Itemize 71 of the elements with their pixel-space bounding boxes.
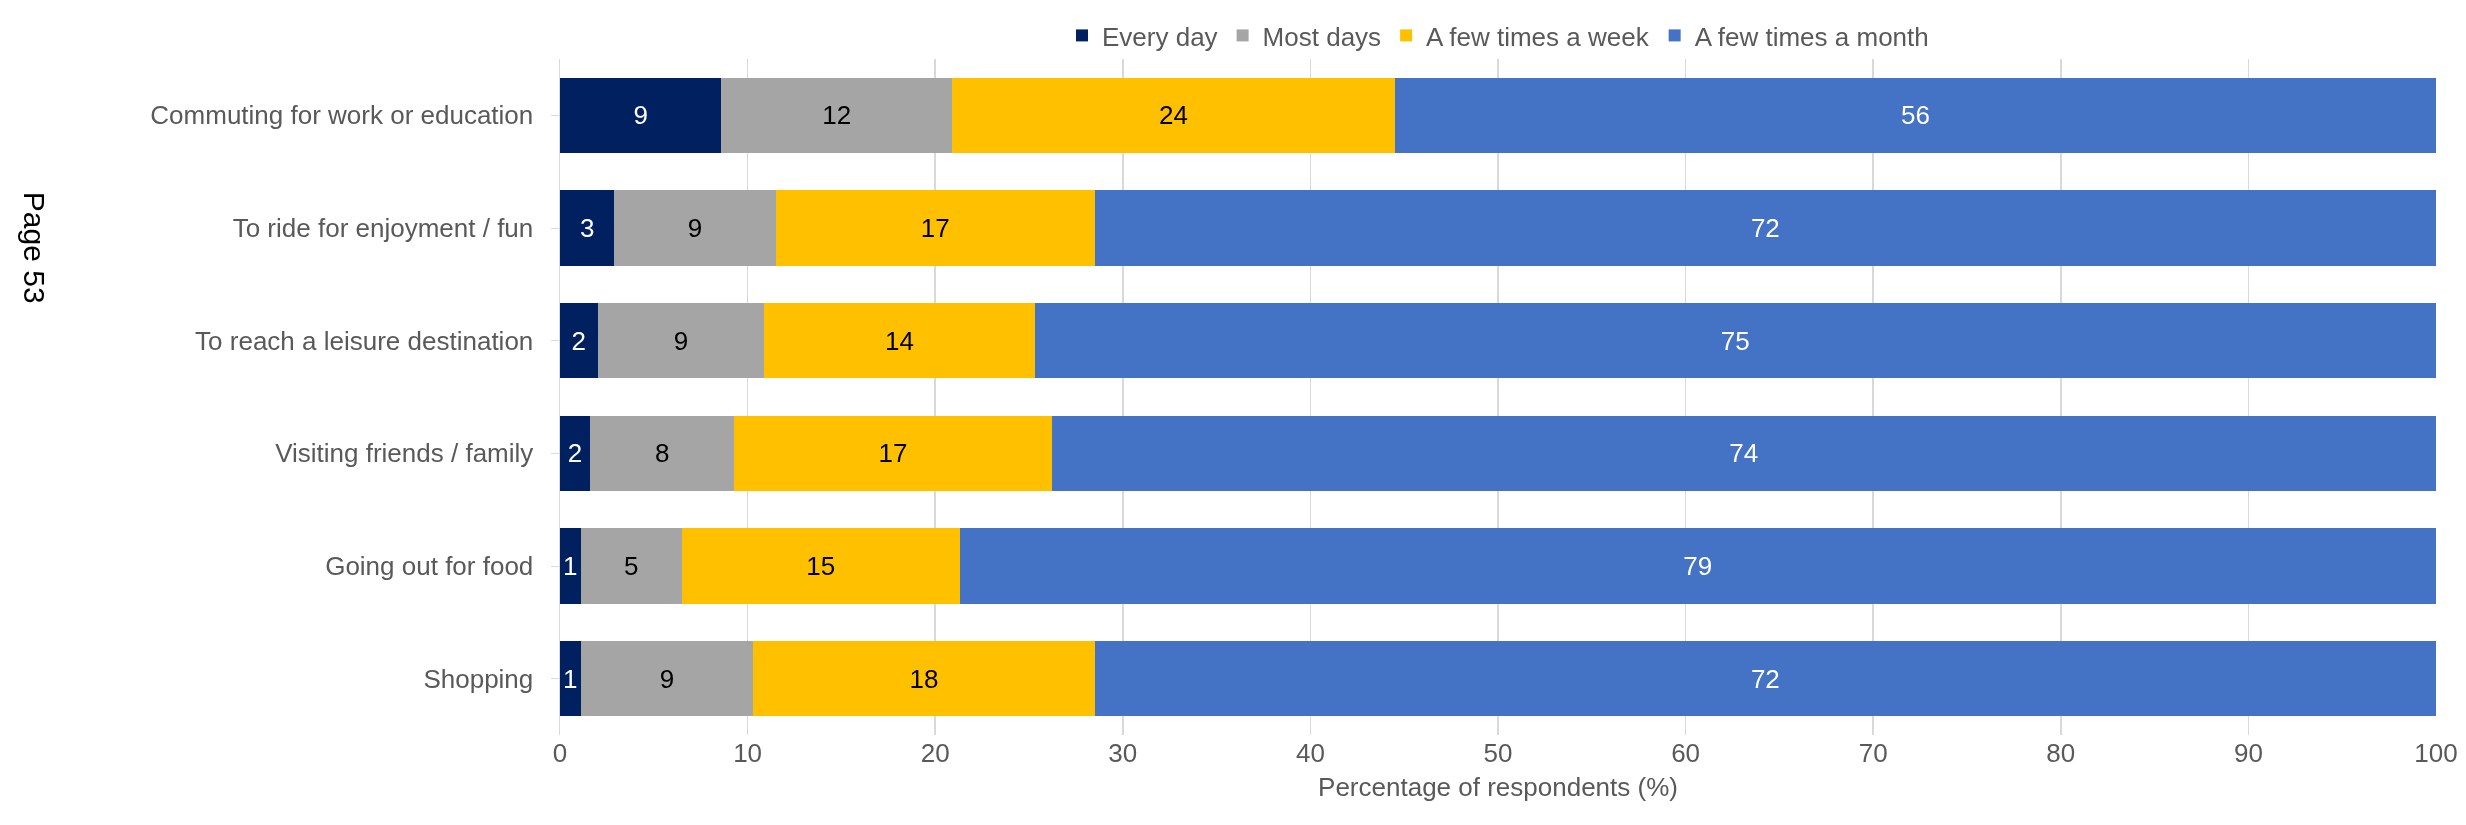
data-label: 18 (909, 663, 939, 694)
x-tick-label: 40 (1295, 738, 1325, 768)
bar (580, 640, 754, 717)
x-tick-label: 0 (552, 738, 568, 768)
data-label: 56 (1900, 100, 1930, 131)
y-tick-label: Going out for food (325, 551, 534, 582)
data-label: 79 (1683, 551, 1713, 581)
bar (775, 190, 1095, 266)
x-tick-label: 100 (2414, 738, 2458, 768)
bar (959, 528, 2436, 604)
data-label: 72 (1750, 663, 1780, 694)
x-tick-label: 30 (1108, 738, 1138, 768)
bar (614, 190, 776, 266)
data-label: 17 (878, 438, 908, 469)
data-label: 9 (687, 213, 703, 243)
legend-label: Most days (1262, 21, 1382, 52)
data-label: 9 (633, 100, 648, 131)
x-tick-label: 50 (1483, 738, 1513, 768)
data-label: 17 (920, 213, 950, 243)
bar (764, 302, 1035, 379)
bar (560, 77, 722, 154)
data-label: 5 (624, 551, 639, 581)
text: Page 53 (17, 191, 51, 304)
bar (1094, 640, 2436, 717)
x-tick-label: 90 (2233, 738, 2263, 768)
x-tick-label: 20 (920, 738, 950, 768)
data-label: 1 (563, 551, 578, 581)
bar (1034, 302, 2436, 379)
data-label: 72 (1750, 213, 1780, 243)
data-label: 24 (1158, 100, 1188, 131)
data-label: 12 (822, 100, 852, 131)
x-axis-title: Percentage of respondents (%) (1318, 771, 1678, 802)
data-label: 2 (571, 325, 586, 356)
legend-label: A few times a week (1426, 21, 1650, 52)
x-tick-label: 80 (2046, 738, 2076, 768)
bar (560, 640, 581, 717)
bar (952, 77, 1395, 154)
bar (734, 415, 1052, 492)
bar (1051, 415, 2436, 492)
bar (560, 190, 615, 266)
bar (1394, 77, 2436, 154)
y-tick-label: Visiting friends / family (275, 438, 534, 469)
bar (597, 302, 765, 379)
bar (721, 77, 953, 154)
data-label: 8 (655, 438, 670, 469)
bar (1094, 190, 2436, 266)
data-label: 74 (1729, 438, 1759, 469)
x-tick-label: 70 (1858, 738, 1888, 768)
legend-label: A few times a month (1694, 21, 1929, 52)
bar (560, 302, 598, 379)
bar (681, 528, 960, 604)
legend-label: Every day (1102, 21, 1218, 52)
bar (753, 640, 1095, 717)
data-label: 1 (563, 663, 578, 694)
y-tick-label: Commuting for work or education (150, 100, 534, 131)
bar (560, 528, 581, 604)
data-label: 9 (659, 663, 675, 694)
bar (590, 415, 735, 492)
y-tick-label: Shopping (423, 663, 534, 694)
bar (580, 528, 682, 604)
bar (560, 415, 591, 492)
data-label: 75 (1720, 325, 1750, 356)
data-label: 14 (885, 325, 915, 356)
x-tick-label: 10 (733, 738, 763, 768)
y-tick-label: To ride for enjoyment / fun (232, 213, 534, 244)
data-label: 3 (579, 213, 595, 243)
data-label: 2 (567, 438, 583, 469)
x-tick-label: 60 (1671, 738, 1701, 768)
data-label: 9 (673, 325, 689, 356)
data-label: 15 (806, 551, 836, 581)
y-tick-label: To reach a leisure destination (195, 325, 534, 356)
